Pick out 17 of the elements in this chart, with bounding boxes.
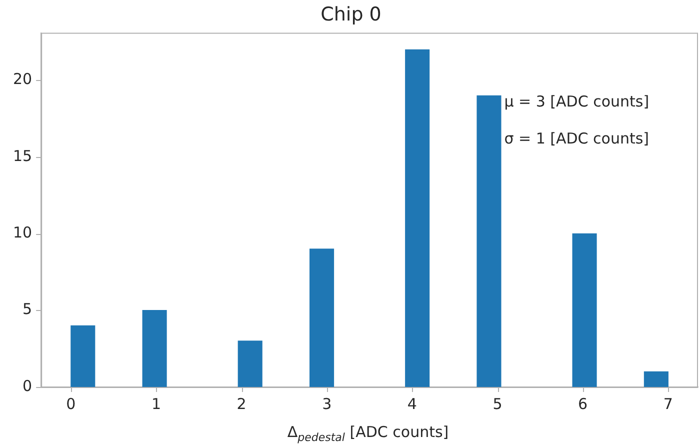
y-tick-label: 0 (22, 376, 32, 395)
x-tick-label: 5 (492, 394, 502, 413)
y-tick-label: 15 (12, 146, 32, 165)
x-tick-label: 2 (236, 394, 246, 413)
x-tick-label: 3 (322, 394, 332, 413)
x-tick-label: 0 (66, 394, 76, 413)
y-tick-label: 20 (12, 70, 32, 88)
annotation: σ = 1 [ADC counts] (504, 130, 650, 148)
annotation: μ = 3 [ADC counts] (504, 92, 650, 111)
y-tick-label: 10 (12, 224, 32, 242)
y-tick-label: 5 (22, 300, 32, 318)
chart-title: Chip 0 (320, 3, 382, 26)
x-tick-label: 4 (407, 394, 417, 413)
x-axis-title: Δ$_{pedestal}$ [ADC counts] (286, 423, 450, 444)
x-tick-label: 1 (151, 394, 162, 413)
x-tick-label: 7 (663, 394, 673, 413)
x-tick-label: 6 (578, 394, 588, 413)
